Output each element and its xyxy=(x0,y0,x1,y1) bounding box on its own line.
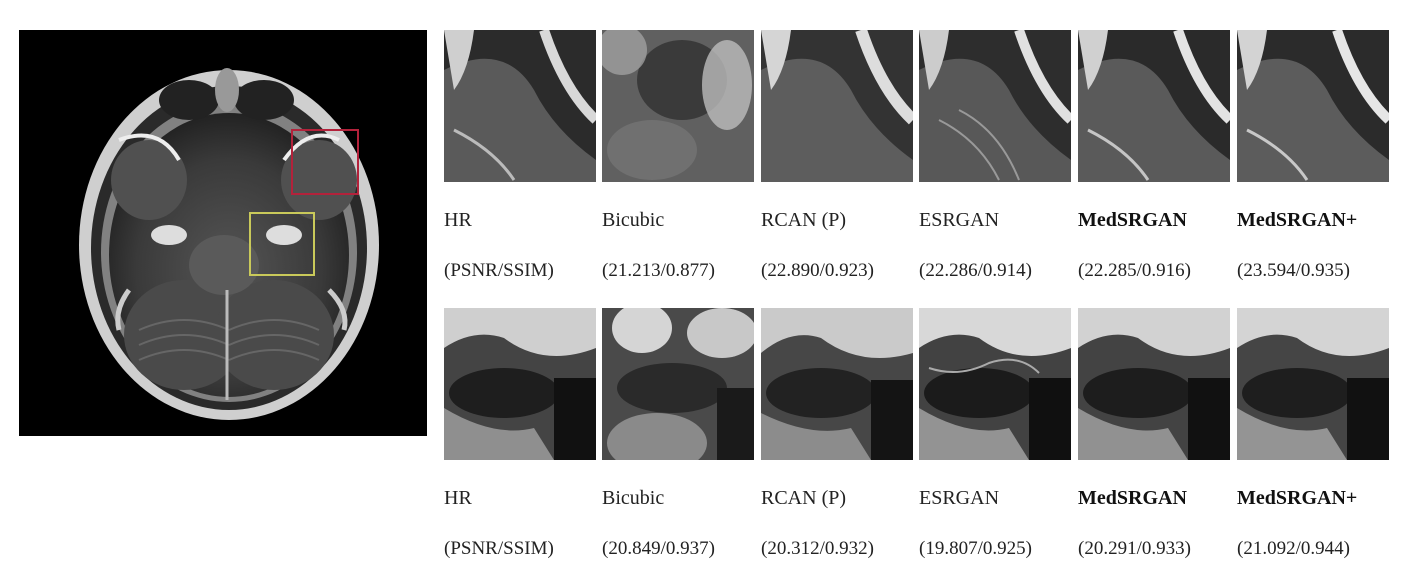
metric-header-row1: (PSNR/SSIM) xyxy=(444,260,554,281)
metric-rcan-row2: (20.312/0.932) xyxy=(761,538,874,559)
metric-bicubic-row1: (21.213/0.877) xyxy=(602,260,715,281)
method-label-medsrgan-plus: MedSRGAN+ xyxy=(1237,487,1358,509)
method-label-medsrgan: MedSRGAN xyxy=(1078,209,1187,231)
metric-esrgan-row1: (22.286/0.914) xyxy=(919,260,1032,281)
method-label-medsrgan-plus: MedSRGAN+ xyxy=(1237,209,1358,231)
crop-medsrgan-row1 xyxy=(1078,30,1230,182)
crop-esrgan-row1 xyxy=(919,30,1071,182)
method-label-bicubic: Bicubic xyxy=(602,209,665,231)
roi-box-red xyxy=(291,129,359,195)
method-label-medsrgan: MedSRGAN xyxy=(1078,487,1187,509)
metric-bicubic-row2: (20.849/0.937) xyxy=(602,538,715,559)
crop-medsrgan-plus-row2 xyxy=(1237,308,1389,460)
roi-box-yellow xyxy=(249,212,315,276)
mri-axial-slice xyxy=(19,30,427,436)
metric-esrgan-row2: (19.807/0.925) xyxy=(919,538,1032,559)
method-label-esrgan: ESRGAN xyxy=(919,487,1000,509)
method-label-hr: HR xyxy=(444,209,472,231)
method-label-hr: HR xyxy=(444,487,472,509)
metric-medsrgan-plus-row1: (23.594/0.935) xyxy=(1237,260,1350,281)
metric-medsrgan-row1: (22.285/0.916) xyxy=(1078,260,1191,281)
crop-medsrgan-row2 xyxy=(1078,308,1230,460)
crop-bicubic-row2 xyxy=(602,308,754,460)
crop-rcan-row2 xyxy=(761,308,913,460)
crop-rcan-row1 xyxy=(761,30,913,182)
overview-mri-image xyxy=(19,30,427,436)
crop-hr-row2 xyxy=(444,308,596,460)
metric-medsrgan-row2: (20.291/0.933) xyxy=(1078,538,1191,559)
crop-esrgan-row2 xyxy=(919,308,1071,460)
method-label-rcan: RCAN (P) xyxy=(761,209,847,231)
metric-medsrgan-plus-row2: (21.092/0.944) xyxy=(1237,538,1350,559)
metric-header-row2: (PSNR/SSIM) xyxy=(444,538,554,559)
crop-bicubic-row1 xyxy=(602,30,754,182)
metric-rcan-row1: (22.890/0.923) xyxy=(761,260,874,281)
method-label-rcan: RCAN (P) xyxy=(761,487,847,509)
crop-medsrgan-plus-row1 xyxy=(1237,30,1389,182)
method-label-esrgan: ESRGAN xyxy=(919,209,1000,231)
method-label-bicubic: Bicubic xyxy=(602,487,665,509)
crop-hr-row1 xyxy=(444,30,596,182)
